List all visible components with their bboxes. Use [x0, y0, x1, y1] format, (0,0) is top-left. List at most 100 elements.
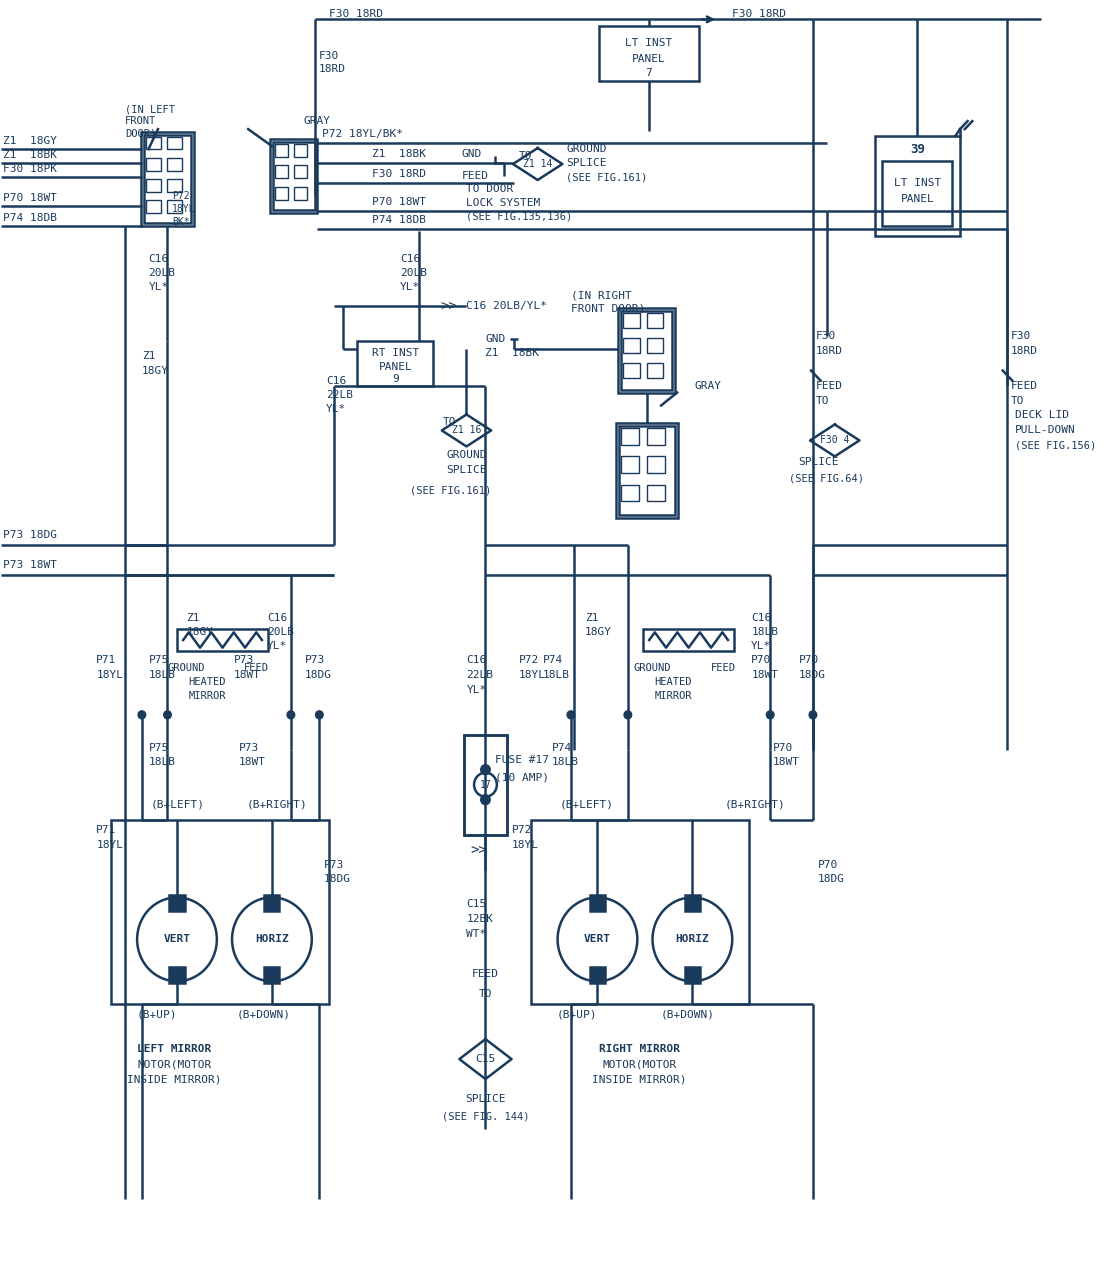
- Text: 22LB: 22LB: [326, 389, 353, 400]
- Text: C16: C16: [267, 614, 287, 623]
- Bar: [294, 165, 307, 178]
- Text: (B+LEFT): (B+LEFT): [560, 799, 614, 810]
- Text: 18LB: 18LB: [149, 670, 176, 680]
- Text: GRAY: GRAY: [304, 117, 330, 126]
- Text: YL*: YL*: [267, 640, 287, 651]
- Text: 18YL: 18YL: [519, 670, 545, 680]
- Text: SPLICE: SPLICE: [446, 465, 487, 475]
- Text: MIRROR: MIRROR: [655, 690, 692, 701]
- Bar: [146, 137, 161, 150]
- Text: 18YL: 18YL: [96, 839, 124, 849]
- Text: BK*: BK*: [172, 216, 190, 227]
- Bar: [275, 187, 288, 200]
- Bar: [464, 735, 508, 835]
- Circle shape: [766, 711, 774, 719]
- Text: SPLICE: SPLICE: [566, 158, 606, 168]
- Text: FEED: FEED: [461, 170, 489, 181]
- Text: P72: P72: [519, 655, 539, 665]
- Text: TO DOOR: TO DOOR: [467, 184, 513, 193]
- Text: 18RD: 18RD: [816, 346, 842, 356]
- Bar: [647, 338, 664, 354]
- Bar: [178, 629, 267, 651]
- Text: F30 18PK: F30 18PK: [3, 164, 57, 174]
- Text: TO: TO: [479, 989, 492, 999]
- Text: YL*: YL*: [326, 404, 347, 414]
- Bar: [270, 138, 318, 214]
- Bar: [168, 158, 182, 170]
- Text: (B+LEFT): (B+LEFT): [150, 799, 204, 810]
- Bar: [464, 735, 508, 835]
- Text: LOCK SYSTEM: LOCK SYSTEM: [467, 199, 541, 208]
- Text: INSIDE MIRROR): INSIDE MIRROR): [127, 1073, 222, 1084]
- Text: F30 4: F30 4: [820, 436, 849, 446]
- Text: 18DG: 18DG: [305, 670, 332, 680]
- Text: (B+UP): (B+UP): [136, 1009, 177, 1020]
- Text: Z1: Z1: [142, 351, 156, 361]
- Text: 18WT: 18WT: [773, 757, 800, 767]
- Bar: [358, 341, 433, 386]
- Text: (SEE FIG.161): (SEE FIG.161): [566, 172, 647, 182]
- Text: F30: F30: [318, 51, 339, 61]
- Bar: [622, 311, 672, 389]
- Text: FEED: FEED: [473, 970, 499, 979]
- Text: 7: 7: [646, 68, 652, 78]
- Circle shape: [232, 898, 311, 981]
- Circle shape: [163, 711, 171, 719]
- Circle shape: [809, 711, 817, 719]
- Text: INSIDE MIRROR): INSIDE MIRROR): [592, 1073, 687, 1084]
- Text: C16 20LB/YL*: C16 20LB/YL*: [467, 301, 548, 311]
- Text: LEFT MIRROR: LEFT MIRROR: [137, 1044, 211, 1054]
- Bar: [647, 314, 664, 328]
- Text: GROUND: GROUND: [634, 664, 671, 673]
- Circle shape: [137, 898, 216, 981]
- Circle shape: [480, 765, 490, 775]
- Text: Z1  18BK: Z1 18BK: [372, 149, 425, 159]
- Text: 18LB: 18LB: [751, 626, 778, 637]
- Text: (B+RIGHT): (B+RIGHT): [246, 799, 307, 810]
- Text: (IN RIGHT: (IN RIGHT: [571, 291, 631, 301]
- Bar: [294, 143, 307, 156]
- Text: PANEL: PANEL: [631, 54, 666, 64]
- Text: 17: 17: [479, 780, 491, 789]
- Bar: [616, 423, 678, 518]
- Text: P71: P71: [96, 655, 117, 665]
- Text: MOTOR(MOTOR: MOTOR(MOTOR: [602, 1059, 677, 1070]
- Bar: [620, 428, 639, 445]
- Text: F30 18RD: F30 18RD: [372, 169, 425, 179]
- Bar: [647, 428, 665, 445]
- Text: P73 18WT: P73 18WT: [3, 560, 57, 570]
- Bar: [590, 895, 605, 911]
- Text: 18DG: 18DG: [818, 875, 845, 884]
- Text: VERT: VERT: [163, 934, 191, 944]
- Text: GROUND: GROUND: [168, 664, 205, 673]
- Text: DOOR): DOOR): [125, 128, 156, 138]
- Text: TO: TO: [1010, 396, 1023, 406]
- Text: (IN LEFT: (IN LEFT: [125, 104, 174, 114]
- Text: P73: P73: [234, 655, 254, 665]
- Text: 22LB: 22LB: [467, 670, 493, 680]
- Text: 9: 9: [392, 374, 399, 383]
- Bar: [590, 967, 605, 984]
- Circle shape: [567, 711, 575, 719]
- Text: 18RD: 18RD: [1010, 346, 1038, 356]
- Text: (SEE FIG.156): (SEE FIG.156): [1015, 441, 1096, 451]
- Text: C16: C16: [467, 655, 487, 665]
- Bar: [264, 967, 279, 984]
- Text: 18LB: 18LB: [542, 670, 570, 680]
- Bar: [294, 187, 307, 200]
- Text: GRAY: GRAY: [694, 380, 721, 391]
- Text: P73: P73: [305, 655, 326, 665]
- Text: Z1 14: Z1 14: [523, 159, 552, 169]
- Text: P74 18DB: P74 18DB: [372, 215, 425, 225]
- Text: Z1  18BK: Z1 18BK: [486, 347, 540, 357]
- Text: LT INST: LT INST: [894, 178, 941, 188]
- Bar: [619, 427, 675, 515]
- Text: 18YL: 18YL: [96, 670, 124, 680]
- Text: 18RD: 18RD: [318, 64, 346, 74]
- Bar: [644, 629, 734, 651]
- Bar: [623, 338, 639, 354]
- Text: (SEE FIG.135,136): (SEE FIG.135,136): [467, 211, 573, 222]
- Text: P75: P75: [149, 743, 169, 753]
- Bar: [623, 363, 639, 378]
- Text: >>: >>: [439, 298, 457, 313]
